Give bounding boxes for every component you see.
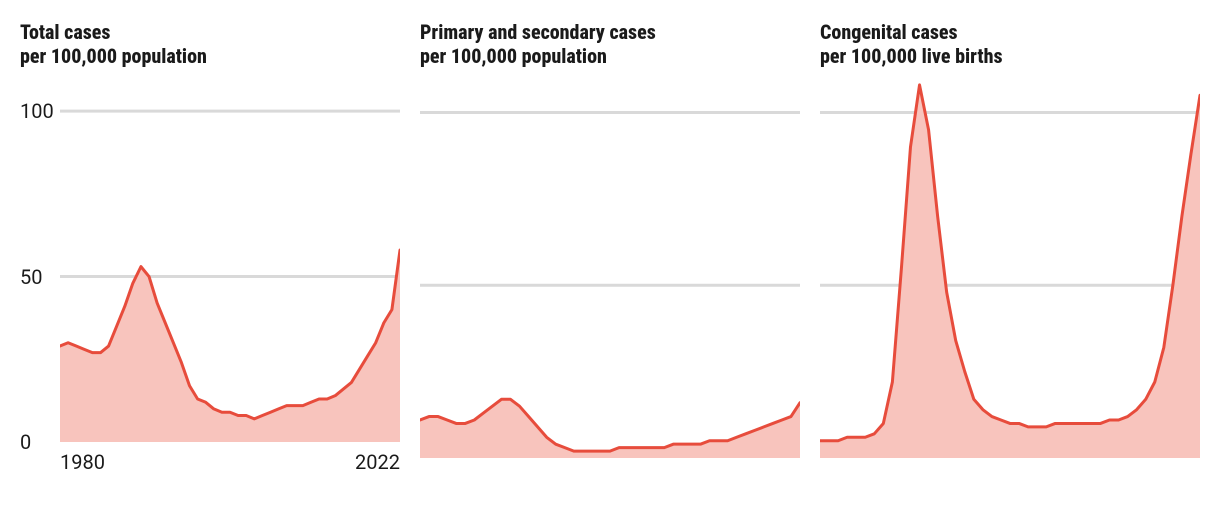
panel-title: Primary and secondary cases per 100,000 … [420, 20, 800, 68]
chart-area [420, 78, 800, 458]
chart-svg [420, 78, 800, 458]
y-tick-label: 100 [20, 99, 54, 123]
y-tick-label: 50 [20, 265, 42, 289]
area-fill [420, 399, 800, 458]
chart-area: 050100 [20, 78, 400, 442]
x-tick-label: 1980 [60, 450, 105, 474]
x-axis-labels: 1980 2022 [60, 450, 400, 490]
panel-title: Total cases per 100,000 population [20, 20, 400, 68]
chart-area [820, 78, 1200, 458]
y-axis-labels: 050100 [20, 78, 60, 442]
panel-congenital: Congenital cases per 100,000 live births [820, 20, 1200, 490]
x-axis-labels [820, 466, 1200, 490]
chart-svg [60, 78, 400, 442]
panel-total-cases: Total cases per 100,000 population 0 50 100… [20, 20, 400, 490]
x-tick-label: 2022 [355, 450, 400, 474]
y-tick-label: 0 [20, 430, 31, 454]
chart-svg [820, 78, 1200, 458]
series-line [820, 85, 1200, 441]
panel-title: Congenital cases per 100,000 live births [820, 20, 1200, 68]
x-axis-labels [420, 466, 800, 490]
panel-primary-secondary: Primary and secondary cases per 100,000 … [420, 20, 800, 490]
